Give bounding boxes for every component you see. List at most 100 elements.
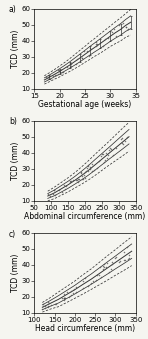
Point [62, 297, 65, 303]
Point [106, 261, 108, 266]
Point [82, 285, 84, 291]
Point [54, 192, 56, 198]
Point [104, 157, 107, 162]
Point [89, 45, 91, 51]
Point [95, 277, 98, 282]
Point [95, 165, 98, 170]
Point [75, 61, 77, 67]
Point [49, 194, 51, 199]
Point [63, 295, 66, 300]
Point [127, 256, 129, 261]
Point [57, 72, 59, 77]
Point [80, 170, 82, 175]
Point [55, 73, 58, 78]
Point [93, 167, 95, 172]
Point [112, 152, 114, 158]
Point [75, 284, 77, 290]
Point [77, 179, 79, 185]
Point [105, 264, 107, 270]
Point [115, 145, 117, 151]
Point [70, 178, 72, 183]
Point [52, 74, 54, 79]
Point [123, 250, 126, 255]
Point [120, 140, 123, 146]
Point [125, 24, 127, 29]
Point [53, 187, 55, 193]
Point [95, 43, 97, 49]
X-axis label: Abdominal circumference (mm): Abdominal circumference (mm) [24, 212, 146, 221]
Point [77, 176, 79, 181]
Point [120, 136, 123, 142]
Point [62, 69, 64, 75]
Point [82, 278, 85, 283]
Point [100, 275, 102, 280]
Point [75, 178, 78, 183]
Point [96, 273, 98, 278]
Point [94, 41, 97, 46]
Point [87, 163, 90, 168]
Point [47, 74, 50, 79]
Point [96, 41, 98, 46]
Point [128, 256, 130, 261]
Point [63, 295, 65, 300]
Point [42, 304, 44, 309]
Point [89, 166, 91, 172]
Point [70, 61, 72, 66]
Point [106, 35, 109, 41]
Y-axis label: TCD (mm): TCD (mm) [11, 142, 20, 180]
Point [47, 304, 50, 310]
Point [115, 33, 117, 39]
Point [92, 278, 94, 284]
Point [113, 26, 115, 32]
Point [126, 244, 128, 250]
Point [63, 296, 65, 301]
Point [46, 75, 49, 80]
Point [78, 177, 80, 182]
Point [68, 60, 71, 66]
Point [122, 141, 125, 147]
Point [103, 261, 106, 267]
X-axis label: Gestational age (weeks): Gestational age (weeks) [38, 100, 132, 109]
Point [68, 178, 71, 184]
Point [127, 26, 129, 32]
Point [57, 187, 60, 193]
Point [72, 290, 75, 296]
Point [102, 43, 105, 49]
Point [55, 301, 57, 307]
Point [69, 63, 72, 69]
Point [44, 305, 46, 310]
Point [80, 170, 83, 175]
Point [45, 74, 47, 80]
Point [48, 73, 51, 79]
Point [50, 302, 52, 307]
Point [124, 257, 126, 262]
Point [70, 288, 73, 294]
Point [96, 42, 98, 48]
Point [63, 182, 66, 187]
Point [90, 280, 92, 285]
Point [101, 152, 103, 157]
Point [104, 36, 107, 41]
Point [59, 69, 61, 75]
Point [60, 69, 63, 75]
Point [109, 146, 111, 151]
Point [102, 265, 105, 270]
Point [81, 55, 84, 61]
Point [74, 289, 77, 295]
Point [87, 168, 90, 173]
Point [84, 169, 86, 175]
Point [61, 189, 64, 194]
Point [98, 264, 101, 270]
Point [98, 158, 100, 163]
Point [44, 303, 47, 308]
Point [127, 27, 129, 32]
Point [122, 20, 124, 25]
Point [127, 252, 130, 258]
Point [64, 186, 66, 192]
Point [124, 139, 126, 144]
Point [46, 300, 49, 305]
Text: c): c) [9, 230, 16, 239]
Point [66, 290, 68, 295]
Point [110, 146, 112, 152]
Point [69, 179, 71, 185]
